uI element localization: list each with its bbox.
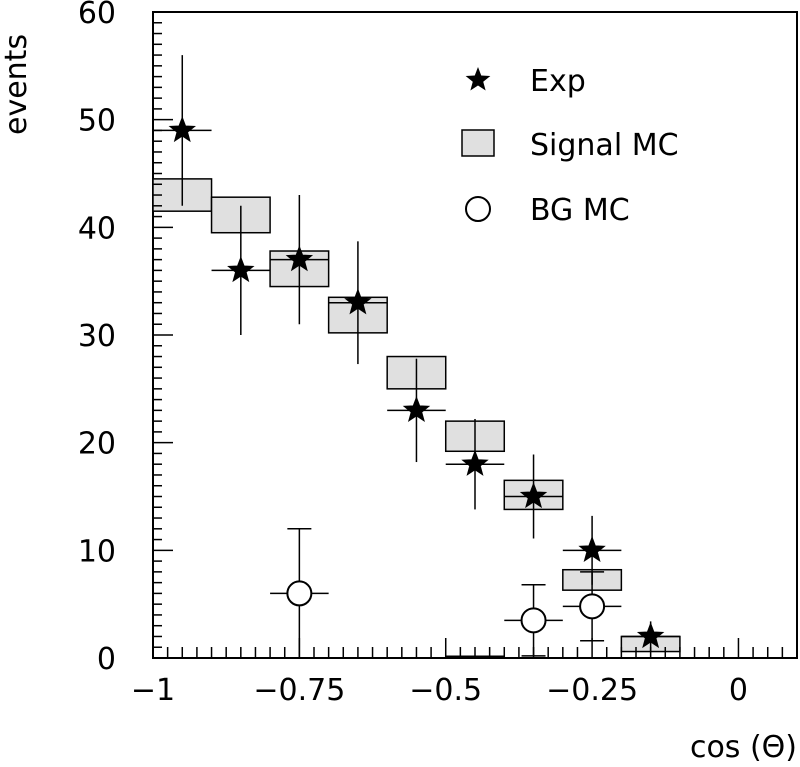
- exp-point: [636, 622, 665, 649]
- y-tick-label: 30: [78, 319, 116, 354]
- y-tick-label: 10: [78, 534, 116, 569]
- exp-point: [402, 395, 431, 423]
- x-tick-label: −0.25: [546, 673, 638, 708]
- bg-mc-point: [520, 607, 547, 634]
- y-tick-label: 20: [78, 427, 116, 462]
- exp-point: [344, 288, 372, 315]
- legend-bg-label: BG MC: [530, 193, 630, 228]
- exp-point: [519, 482, 548, 509]
- y-tick-label: 60: [78, 0, 116, 31]
- legend-signal-marker: [461, 129, 495, 157]
- legend: Exp Signal MC BG MC: [461, 64, 679, 228]
- exp-point: [461, 449, 489, 476]
- x-tick-label: −0.5: [409, 673, 482, 708]
- plot-frame: [152, 11, 798, 659]
- y-tick-label: 40: [78, 211, 116, 246]
- exp-point: [578, 535, 606, 562]
- axis-ticks: 0 10 20 30 40 50 60 −1 −0.75 −0.5 −0.25 0: [78, 0, 798, 708]
- y-tick-label: 0: [97, 642, 116, 677]
- plot-area-border: [152, 11, 798, 659]
- y-axis-label: events: [0, 34, 34, 135]
- y-tick-label: 50: [78, 104, 116, 139]
- bg-mc-point: [286, 580, 313, 607]
- legend-exp-marker: [465, 67, 491, 91]
- x-tick-label: −0.75: [253, 673, 345, 708]
- exp-point: [227, 255, 255, 283]
- exp-point: [285, 245, 314, 272]
- legend-exp-label: Exp: [530, 64, 586, 99]
- legend-bg-marker: [465, 196, 491, 222]
- x-tick-label: 0: [729, 673, 748, 708]
- x-axis-label: cos (Θ): [690, 730, 797, 765]
- legend-signal-label: Signal MC: [530, 128, 679, 163]
- x-tick-label: −1: [131, 673, 175, 708]
- exp-point: [168, 116, 196, 143]
- exp-series: [153, 55, 680, 652]
- bg-mc-point: [579, 593, 606, 620]
